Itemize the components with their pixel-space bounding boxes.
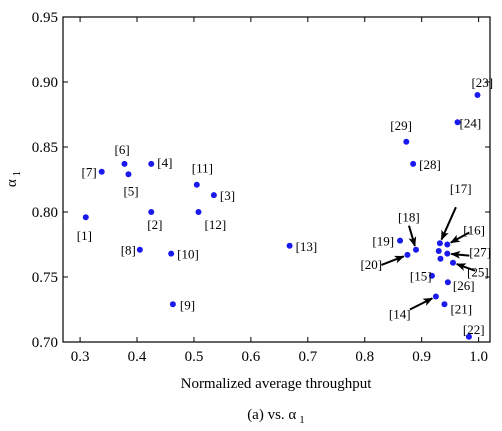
data-point	[82, 214, 89, 221]
point-label: [21]	[450, 301, 472, 316]
annotation-arrow	[440, 206, 457, 241]
data-point	[428, 272, 435, 279]
data-point	[403, 138, 410, 145]
data-point	[436, 240, 443, 247]
x-tick-label: 0.5	[185, 349, 204, 365]
y-axis-title-sub: 1	[11, 171, 23, 177]
annotation-arrow	[408, 225, 417, 247]
data-point	[148, 209, 155, 215]
data-point	[125, 171, 132, 178]
point-label: [18]	[398, 210, 420, 225]
point-label: [7]	[82, 165, 97, 180]
point-label: [20]	[360, 257, 382, 272]
point-label: [17]	[450, 181, 472, 196]
x-axis-title: Normalized average throughput	[181, 376, 373, 392]
data-point	[432, 293, 439, 300]
point-label: [23]	[471, 75, 493, 90]
annotation-arrow	[409, 297, 434, 311]
data-point	[412, 246, 419, 253]
point-label: [14]	[389, 307, 411, 322]
data-point	[168, 250, 175, 257]
x-tick-label: 0.7	[298, 349, 317, 365]
axis-ticks: 0.3 0.4 0.5 0.6 0.7 0.8 0.9 1.0 0.70 0.75 0.80 0.85…	[32, 10, 490, 365]
data-point	[437, 255, 444, 262]
point-label: [27]	[469, 245, 491, 260]
x-tick-label: 1.0	[469, 349, 488, 365]
data-point	[169, 301, 176, 308]
figure-caption-sub: 1	[299, 414, 305, 426]
point-label: [28]	[419, 157, 441, 172]
data-point	[474, 92, 481, 98]
point-label: [22]	[463, 322, 485, 337]
annotation-arrow	[449, 231, 470, 244]
x-tick-label: 0.4	[128, 349, 147, 365]
point-label: [29]	[390, 118, 412, 133]
point-label: [19]	[372, 234, 394, 249]
annotation-arrow	[450, 250, 470, 259]
x-tick-label: 0.3	[71, 349, 90, 365]
data-point	[286, 242, 293, 249]
data-point	[454, 119, 461, 126]
point-label: [9]	[180, 297, 195, 312]
point-label: [8]	[121, 243, 136, 258]
data-point	[410, 160, 417, 167]
annotation-arrow	[455, 263, 476, 272]
data-point	[465, 333, 472, 340]
point-label: [2]	[147, 217, 162, 232]
point-label: [3]	[220, 188, 235, 203]
data-point	[98, 168, 105, 175]
point-label: [4]	[157, 155, 172, 170]
y-tick-label: 0.85	[32, 140, 58, 156]
data-points	[82, 92, 481, 340]
point-label: [25]	[467, 265, 489, 280]
point-label: [16]	[463, 223, 485, 238]
data-point	[444, 241, 451, 248]
y-axis-title-main: α	[4, 179, 20, 187]
data-point	[404, 251, 411, 258]
plot-frame	[62, 16, 491, 343]
data-point	[210, 192, 217, 199]
point-label: [12]	[205, 217, 227, 232]
point-label: [1]	[77, 228, 92, 243]
point-labels: [1] [2] [3] [4] [5] [6] [7] [8] [9] [10] [11] [12] […	[77, 75, 493, 337]
data-point	[449, 259, 456, 266]
figure-caption-main: (a) vs. α	[247, 407, 296, 423]
annotation-arrows	[381, 206, 476, 311]
data-point	[193, 181, 200, 188]
data-point	[444, 279, 451, 286]
y-axis-title: α1	[4, 171, 23, 187]
y-tick-label: 0.75	[32, 270, 58, 286]
point-label: [11]	[192, 161, 213, 176]
data-point	[148, 160, 155, 167]
y-tick-label: 0.95	[32, 10, 58, 26]
point-label: [13]	[296, 239, 318, 254]
y-tick-label: 0.80	[32, 205, 58, 221]
point-label: [24]	[460, 115, 482, 130]
point-label: [26]	[453, 278, 475, 293]
y-tick-label: 0.90	[32, 75, 58, 91]
data-point	[435, 248, 442, 254]
data-point	[136, 246, 143, 253]
data-point	[444, 250, 451, 257]
point-label: [10]	[177, 247, 199, 262]
point-label: [6]	[114, 142, 129, 157]
data-point	[397, 237, 404, 244]
point-label: [15]	[410, 269, 432, 284]
data-point	[121, 160, 128, 167]
x-tick-label: 0.9	[412, 349, 431, 365]
point-label: [5]	[123, 183, 138, 198]
data-point	[441, 301, 448, 308]
x-tick-label: 0.6	[242, 349, 261, 365]
y-tick-label: 0.70	[32, 335, 58, 351]
annotation-arrow	[381, 255, 405, 266]
x-tick-label: 0.8	[355, 349, 374, 365]
svg-text:α1: α1	[4, 171, 23, 187]
data-point	[195, 209, 202, 215]
